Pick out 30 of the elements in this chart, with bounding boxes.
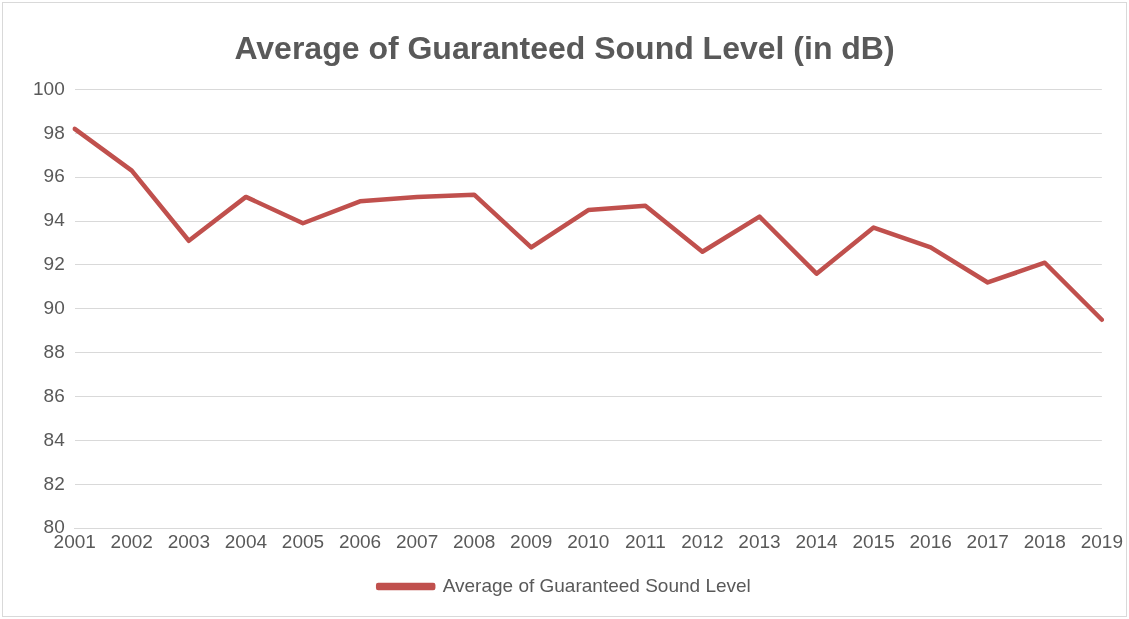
y-tick-label: 96	[43, 165, 65, 187]
x-tick-label: 2008	[453, 530, 496, 552]
y-tick-label: 84	[43, 428, 66, 450]
x-tick-label: 2002	[110, 530, 153, 552]
y-tick-label: 100	[33, 77, 65, 99]
y-tick-label: 82	[43, 472, 65, 494]
x-tick-label: 2014	[795, 530, 839, 552]
x-tick-label: 2003	[167, 530, 210, 552]
x-tick-label: 2013	[738, 530, 781, 552]
x-tick-label: 2005	[281, 530, 325, 552]
x-tick-label: 2007	[395, 530, 439, 552]
x-tick-label: 2012	[681, 530, 724, 552]
y-tick-label: 90	[43, 297, 65, 319]
x-tick-label: 2011	[624, 530, 666, 552]
x-tick-label: 2006	[338, 530, 382, 552]
x-tick-label: 2010	[567, 530, 610, 552]
x-tick-label: 2018	[1023, 530, 1066, 552]
x-tick-label: 2015	[852, 530, 895, 552]
x-tick-label: 2019	[1080, 530, 1124, 552]
x-tick-label: 2009	[510, 530, 553, 552]
legend-label: Average of Guaranteed Sound Level	[442, 574, 751, 596]
x-tick-label: 2017	[966, 530, 1009, 552]
y-tick-label: 86	[43, 384, 65, 406]
y-tick-label: 88	[43, 340, 65, 362]
y-tick-label: 94	[43, 209, 66, 231]
x-tick-label: 2004	[224, 530, 268, 552]
y-tick-label: 98	[43, 121, 65, 143]
chart-title: Average of Guaranteed Sound Level (in dB)	[234, 30, 895, 67]
y-tick-label: 92	[43, 253, 65, 275]
x-tick-label: 2016	[909, 530, 952, 552]
